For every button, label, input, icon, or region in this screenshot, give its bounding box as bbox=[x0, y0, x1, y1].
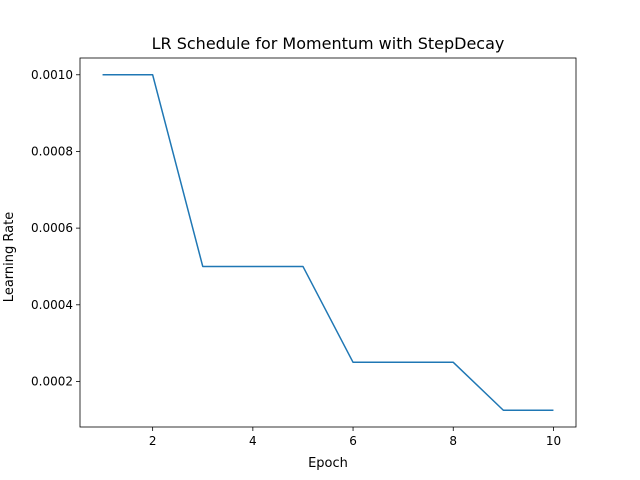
x-tick-label: 6 bbox=[349, 434, 357, 448]
x-tick-label: 8 bbox=[449, 434, 457, 448]
y-tick-label: 0.0008 bbox=[31, 144, 73, 158]
y-tick-label: 0.0006 bbox=[31, 221, 73, 235]
chart-title: LR Schedule for Momentum with StepDecay bbox=[152, 34, 505, 53]
series-line-0 bbox=[102, 74, 554, 411]
y-tick-label: 0.0010 bbox=[31, 68, 73, 82]
x-axis-label: Epoch bbox=[308, 456, 348, 471]
axes-frame bbox=[79, 57, 577, 428]
y-tick-label: 0.0004 bbox=[31, 298, 73, 312]
x-tick-label: 2 bbox=[149, 434, 157, 448]
x-tick-label: 10 bbox=[546, 434, 561, 448]
x-tick-label: 4 bbox=[249, 434, 257, 448]
plot-area: 2 4 6 8 10 0.0002 0.0004 0.0006 0.0008 0.0010 bbox=[31, 57, 577, 448]
y-axis-label: Learning Rate bbox=[2, 212, 17, 302]
y-tick-label: 0.0002 bbox=[31, 374, 73, 388]
